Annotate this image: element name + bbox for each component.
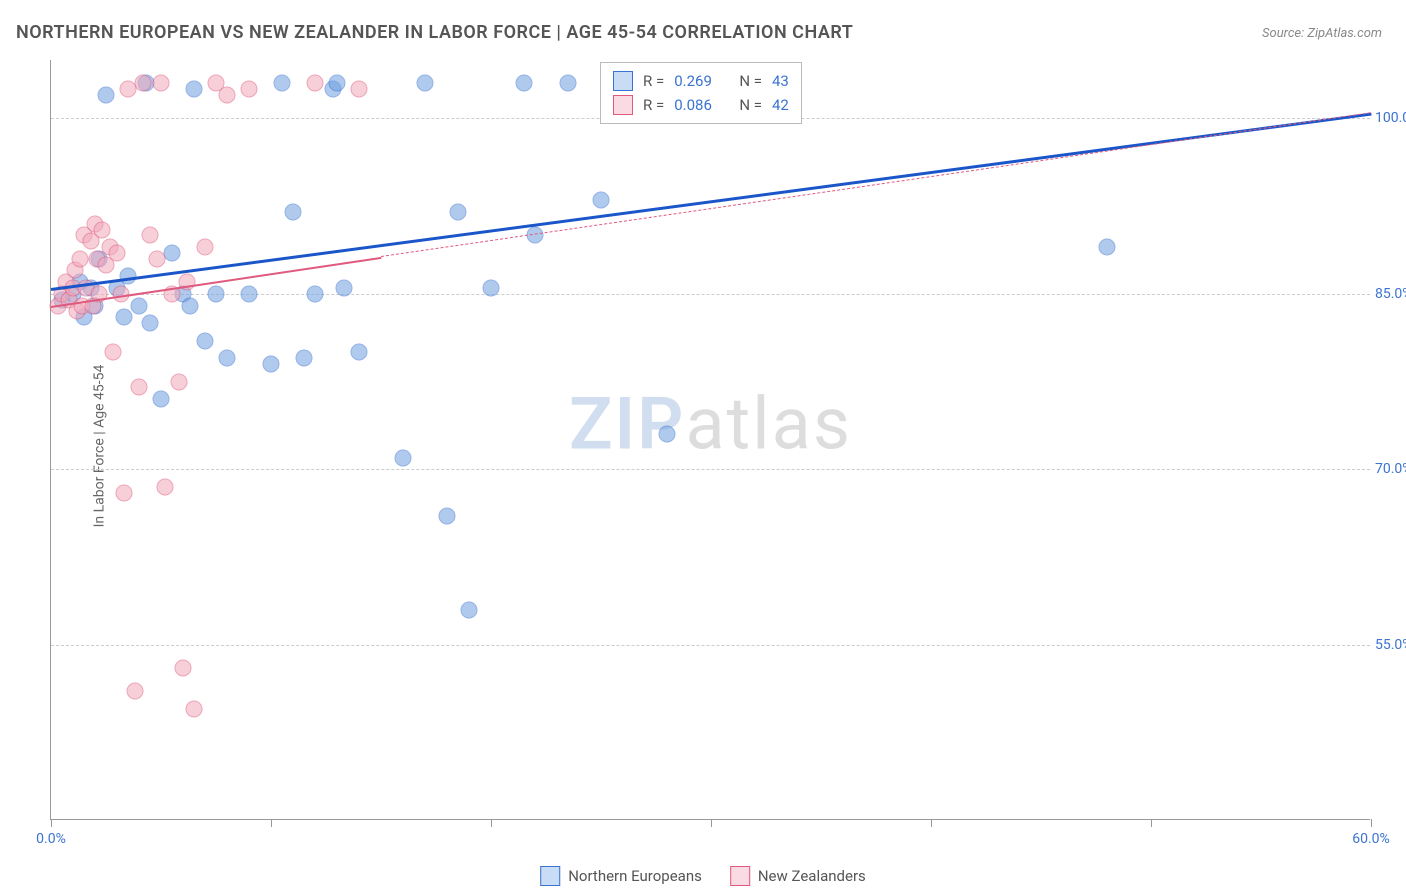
- scatter-point: [439, 508, 456, 525]
- scatter-point: [131, 379, 148, 396]
- scatter-point: [307, 285, 324, 302]
- scatter-point: [329, 75, 346, 92]
- legend-swatch: [613, 95, 633, 115]
- scatter-point: [208, 285, 225, 302]
- scatter-point: [593, 192, 610, 209]
- scatter-point: [659, 426, 676, 443]
- scatter-point: [142, 315, 159, 332]
- x-tick: [491, 819, 492, 827]
- scatter-point: [241, 285, 258, 302]
- stats-r-value: 0.086: [674, 93, 712, 117]
- scatter-point: [175, 660, 192, 677]
- scatter-point: [1099, 239, 1116, 256]
- legend-swatch: [730, 866, 750, 886]
- chart-title: NORTHERN EUROPEAN VS NEW ZEALANDER IN LA…: [16, 22, 853, 43]
- stats-n-label: N =: [739, 69, 762, 93]
- scatter-point: [98, 87, 115, 104]
- watermark-zip: ZIP: [569, 382, 685, 467]
- scatter-point: [153, 75, 170, 92]
- x-tick: [711, 819, 712, 827]
- scatter-point: [170, 373, 187, 390]
- legend-label: New Zealanders: [758, 867, 866, 885]
- chart-container: NORTHERN EUROPEAN VS NEW ZEALANDER IN LA…: [0, 0, 1406, 892]
- scatter-point: [71, 250, 88, 267]
- gridline: [51, 469, 1370, 470]
- scatter-point: [560, 75, 577, 92]
- scatter-point: [483, 280, 500, 297]
- scatter-point: [109, 244, 126, 261]
- scatter-point: [307, 75, 324, 92]
- x-tick: [1371, 819, 1372, 827]
- plot-area: ZIPatlas 55.0%70.0%85.0%100.0%0.0%60.0%: [50, 60, 1370, 820]
- scatter-point: [335, 280, 352, 297]
- scatter-point: [219, 87, 236, 104]
- stats-r-label: R =: [643, 69, 664, 93]
- scatter-point: [461, 601, 478, 618]
- scatter-point: [450, 204, 467, 221]
- legend-swatch: [540, 866, 560, 886]
- scatter-point: [142, 227, 159, 244]
- scatter-point: [351, 81, 368, 98]
- scatter-point: [197, 239, 214, 256]
- scatter-point: [153, 391, 170, 408]
- scatter-point: [157, 478, 174, 495]
- scatter-point: [181, 297, 198, 314]
- trend-line: [51, 113, 1371, 291]
- scatter-point: [115, 484, 132, 501]
- scatter-point: [135, 75, 152, 92]
- scatter-point: [395, 449, 412, 466]
- scatter-point: [219, 350, 236, 367]
- watermark-atlas: atlas: [685, 382, 852, 467]
- legend-item: New Zealanders: [730, 866, 866, 886]
- scatter-point: [285, 204, 302, 221]
- stats-r-label: R =: [643, 93, 664, 117]
- legend-swatch: [613, 71, 633, 91]
- x-tick: [51, 819, 52, 827]
- scatter-point: [93, 221, 110, 238]
- scatter-point: [104, 344, 121, 361]
- x-tick: [1151, 819, 1152, 827]
- scatter-point: [296, 350, 313, 367]
- watermark: ZIPatlas: [569, 382, 852, 467]
- stats-n-value: 42: [772, 93, 789, 117]
- stats-n-value: 43: [772, 69, 789, 93]
- scatter-point: [197, 332, 214, 349]
- stats-box: R = 0.269 N = 43 R = 0.086 N = 42: [600, 62, 802, 124]
- scatter-point: [417, 75, 434, 92]
- stats-n-label: N =: [739, 93, 762, 117]
- stats-row: R = 0.269 N = 43: [613, 69, 789, 93]
- scatter-point: [126, 683, 143, 700]
- x-tick: [271, 819, 272, 827]
- y-tick-label: 85.0%: [1375, 286, 1406, 302]
- scatter-point: [115, 309, 132, 326]
- bottom-legend: Northern Europeans New Zealanders: [540, 866, 866, 886]
- y-tick-label: 100.0%: [1375, 110, 1406, 126]
- legend-item: Northern Europeans: [540, 866, 702, 886]
- scatter-point: [186, 81, 203, 98]
- scatter-point: [351, 344, 368, 361]
- x-tick-label: 0.0%: [36, 831, 66, 847]
- y-tick-label: 70.0%: [1375, 461, 1406, 477]
- scatter-point: [241, 81, 258, 98]
- scatter-point: [131, 297, 148, 314]
- scatter-point: [186, 700, 203, 717]
- y-tick-label: 55.0%: [1375, 637, 1406, 653]
- scatter-point: [274, 75, 291, 92]
- scatter-point: [516, 75, 533, 92]
- legend-label: Northern Europeans: [568, 867, 702, 885]
- x-tick-label: 60.0%: [1352, 831, 1390, 847]
- stats-row: R = 0.086 N = 42: [613, 93, 789, 117]
- stats-r-value: 0.269: [674, 69, 712, 93]
- scatter-point: [148, 250, 165, 267]
- scatter-point: [164, 244, 181, 261]
- source-attribution: Source: ZipAtlas.com: [1262, 26, 1382, 41]
- x-tick: [931, 819, 932, 827]
- gridline: [51, 645, 1370, 646]
- scatter-point: [263, 356, 280, 373]
